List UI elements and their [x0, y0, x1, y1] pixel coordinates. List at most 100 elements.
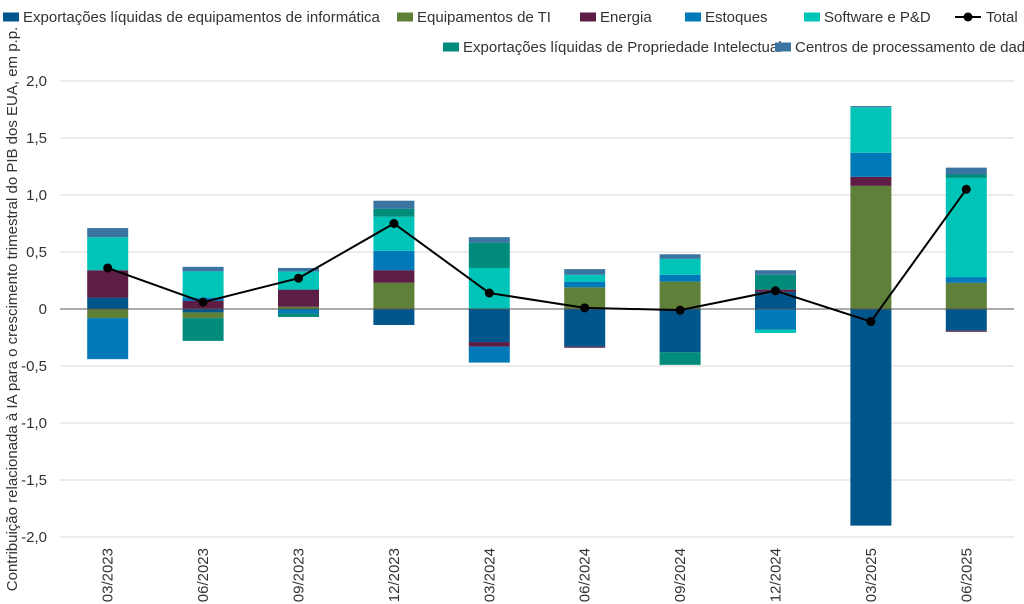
bar-segment: [373, 200, 415, 209]
total-point: [389, 219, 399, 228]
y-axis-ticks: 2,0 1,5 1,0 0,5 0 -0,5 -1,0 -1,5 -2,0: [21, 73, 47, 546]
legend-swatch: [580, 12, 596, 22]
total-point: [484, 288, 494, 298]
bar-segment: [468, 242, 510, 268]
bars: [87, 106, 987, 526]
legend-label: Centros de processamento de dados: [795, 39, 1024, 56]
y-tick-label: 0,5: [26, 244, 47, 261]
total-point: [198, 297, 208, 307]
bar-segment: [564, 269, 606, 275]
legend-label: Energia: [600, 9, 652, 26]
bar-segment: [755, 309, 796, 330]
x-tick-label: 03/2023: [100, 548, 117, 602]
bar-segment: [850, 185, 892, 309]
y-tick-label: -2,0: [21, 529, 47, 546]
bar-segment: [468, 267, 510, 309]
legend-swatch: [397, 12, 413, 22]
bar-segment: [850, 152, 892, 177]
bar-segment: [373, 282, 415, 309]
total-point: [961, 184, 971, 194]
y-tick-label: 1,0: [26, 187, 47, 204]
bar-segment: [468, 342, 510, 347]
legend-swatch: [775, 42, 791, 52]
bar-segment: [659, 254, 701, 259]
bar-segment: [945, 309, 987, 331]
total-series-line: [107, 188, 968, 323]
total-line: [103, 184, 971, 327]
x-tick-label: 09/2023: [291, 548, 308, 602]
x-tick-label: 06/2025: [958, 548, 975, 602]
bar-segment: [182, 312, 224, 319]
bar-segment: [468, 237, 510, 243]
bar-segment: [945, 277, 987, 283]
legend-label: Software e P&D: [824, 9, 931, 26]
legend-label: Equipamentos de TI: [417, 9, 551, 26]
bar-segment: [659, 281, 701, 309]
y-tick-label: 0: [39, 301, 47, 318]
bar-segment: [659, 309, 701, 353]
bar-segment: [850, 106, 892, 108]
bar-segment: [850, 309, 892, 526]
total-point: [675, 305, 685, 315]
total-point: [771, 286, 780, 296]
x-tick-label: 12/2023: [386, 548, 403, 602]
legend: Exportações líquidas de equipamentos de …: [3, 9, 1024, 56]
bar-segment: [278, 289, 319, 307]
bar-segment: [755, 274, 796, 290]
bar-segment: [182, 271, 224, 298]
bar-segment: [945, 177, 987, 278]
bar-segment: [278, 306, 319, 309]
total-point: [294, 273, 303, 283]
x-tick-label: 12/2024: [768, 548, 785, 602]
y-tick-label: 2,0: [26, 73, 47, 90]
bar-segment: [850, 107, 892, 153]
total-point: [866, 317, 876, 327]
bar-segment: [564, 287, 606, 309]
bar-segment: [278, 313, 319, 317]
bar-segment: [182, 318, 224, 341]
bar-segment: [373, 270, 415, 283]
bar-segment: [564, 281, 606, 288]
bar-segment: [373, 208, 415, 217]
bar-segment: [945, 174, 987, 178]
bar-segment: [87, 228, 129, 238]
bar-segment: [564, 309, 606, 347]
bar-segment: [468, 346, 510, 363]
legend-swatch: [443, 42, 459, 52]
bar-segment: [755, 270, 796, 275]
legend-swatch: [804, 12, 820, 22]
total-point: [580, 303, 590, 313]
gridlines: [60, 80, 1014, 538]
legend-label: Exportações líquidas de Propriedade Inte…: [463, 39, 782, 56]
bar-segment: [87, 270, 129, 298]
bar-segment: [659, 352, 701, 365]
bar-segment: [87, 297, 129, 309]
bar-segment: [945, 282, 987, 309]
y-tick-label: 1,5: [26, 130, 47, 147]
bar-segment: [945, 167, 987, 175]
y-axis-label: Contribuição relacionada à IA para o cre…: [4, 27, 21, 591]
bar-segment: [87, 309, 129, 319]
bar-segment: [278, 267, 319, 272]
legend-label: Total: [986, 9, 1018, 26]
legend-label: Exportações líquidas de equipamentos de …: [23, 9, 381, 26]
bar-segment: [564, 274, 606, 282]
y-tick-label: -1,5: [21, 472, 47, 489]
bar-segment: [373, 309, 415, 325]
bar-segment: [755, 329, 796, 333]
x-axis-ticks: 03/2023 06/2023 09/2023 12/2023 03/2024 06/20…: [100, 548, 976, 602]
bar-segment: [659, 258, 701, 275]
x-tick-label: 03/2025: [863, 548, 880, 602]
bar-segment: [659, 274, 701, 282]
legend-marker: [963, 12, 973, 22]
bar-segment: [373, 250, 415, 271]
bar-segment: [945, 330, 987, 332]
bar-segment: [564, 346, 606, 348]
legend-swatch: [3, 12, 19, 22]
legend-swatch: [685, 12, 701, 22]
total-point: [103, 263, 113, 273]
x-tick-label: 06/2024: [577, 548, 594, 602]
x-tick-label: 03/2024: [481, 548, 498, 602]
x-tick-label: 09/2024: [672, 548, 689, 602]
